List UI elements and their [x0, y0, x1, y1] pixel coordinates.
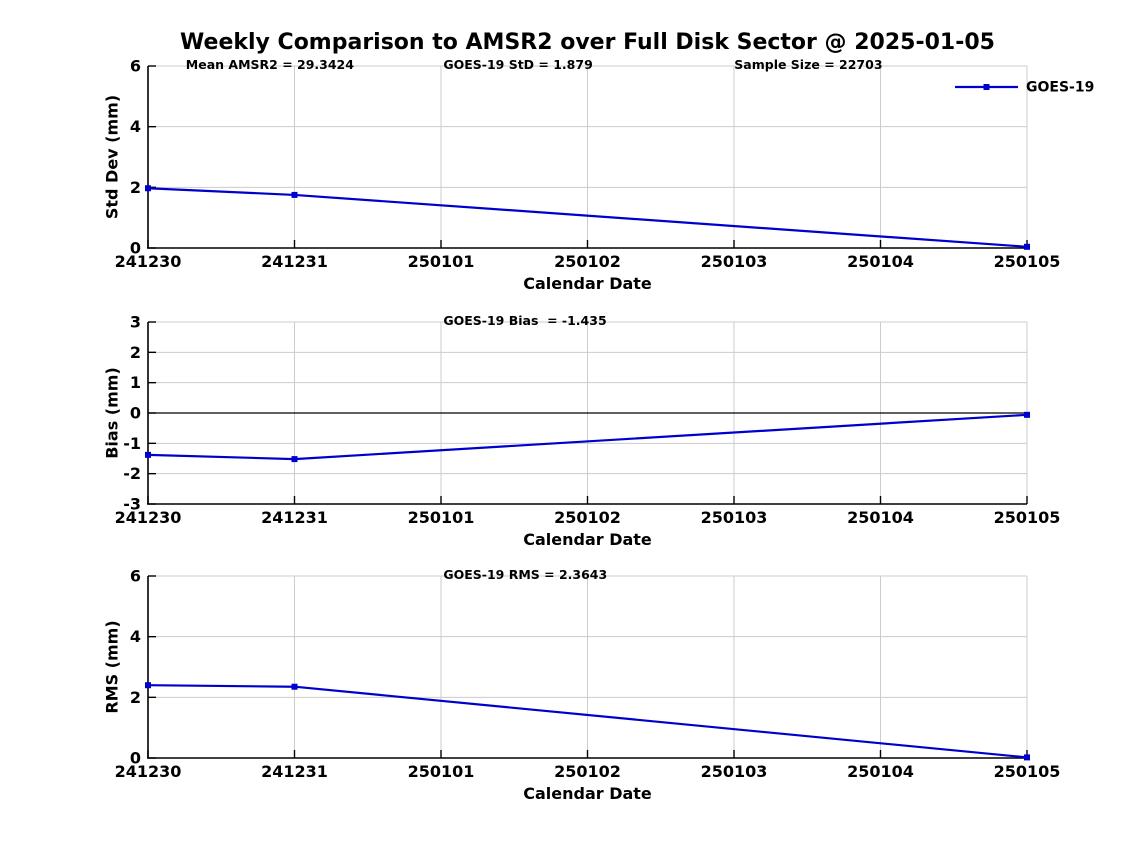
y-tick-label: 4: [130, 627, 141, 646]
x-tick-label: 241230: [115, 508, 182, 527]
legend-label: GOES-19: [1026, 80, 1094, 96]
y-axis-label: Std Dev (mm): [103, 95, 122, 219]
y-tick-label: 0: [130, 239, 141, 258]
y-tick-label: 1: [130, 373, 141, 392]
y-tick-label: 2: [130, 688, 141, 707]
y-tick-label: 6: [130, 57, 141, 76]
data-point-marker: [145, 682, 151, 689]
annotation-text: GOES-19 StD = 1.879: [443, 57, 592, 72]
data-point-marker: [145, 451, 151, 458]
annotation-text: GOES-19 RMS = 2.3643: [443, 567, 607, 582]
x-tick-label: 250103: [701, 762, 768, 781]
x-tick-label: 250102: [554, 762, 621, 781]
subplot-rms: 241230 241231 250101 250102 250103 250104 2501…: [103, 567, 1061, 804]
x-axis-label: Calendar Date: [523, 530, 652, 549]
x-tick-label: 250104: [847, 252, 914, 271]
x-tick-label: 250101: [408, 252, 475, 271]
x-tick-label: 241230: [115, 252, 182, 271]
y-tick-label: 0: [130, 749, 141, 768]
x-tick-label: 250103: [701, 508, 768, 527]
x-tick-label: 241231: [261, 508, 328, 527]
x-tick-label: 250103: [701, 252, 768, 271]
annotation-text: Sample Size = 22703: [734, 57, 882, 72]
y-tick-label: 0: [130, 404, 141, 423]
data-point-marker: [1024, 754, 1030, 761]
x-tick-label: 241230: [115, 762, 182, 781]
x-axis-label: Calendar Date: [523, 274, 652, 293]
y-tick-label: 6: [130, 567, 141, 586]
x-tick-label: 250105: [994, 508, 1061, 527]
legend: GOES-19: [955, 80, 1094, 96]
subplot-bias: 241230 241231 250101 250102 250103 250104 2501…: [103, 313, 1061, 550]
y-tick-label: -3: [123, 495, 141, 514]
data-point-marker: [1024, 243, 1030, 250]
y-tick-label: 4: [130, 117, 141, 136]
y-tick-label: -1: [123, 434, 141, 453]
figure-title: Weekly Comparison to AMSR2 over Full Dis…: [180, 30, 995, 55]
data-point-marker: [1024, 411, 1030, 418]
y-tick-label: 2: [130, 178, 141, 197]
x-tick-label: 250105: [994, 252, 1061, 271]
x-axis-label: Calendar Date: [523, 784, 652, 803]
x-tick-label: 250101: [408, 508, 475, 527]
x-tick-label: 250104: [847, 762, 914, 781]
data-point-marker: [291, 191, 298, 198]
x-tick-label: 250101: [408, 762, 475, 781]
x-tick-label: 250105: [994, 762, 1061, 781]
annotation-text: GOES-19 Bias = -1.435: [443, 313, 606, 328]
x-tick-label: 250104: [847, 508, 914, 527]
y-axis-label: Bias (mm): [103, 367, 122, 459]
x-tick-label: 241231: [261, 762, 328, 781]
legend-marker: [983, 84, 990, 90]
y-tick-label: 3: [130, 313, 141, 332]
data-point-marker: [145, 185, 151, 192]
y-tick-label: -2: [123, 464, 141, 483]
x-tick-label: 250102: [554, 508, 621, 527]
x-tick-label: 250102: [554, 252, 621, 271]
x-tick-label: 241231: [261, 252, 328, 271]
data-point-marker: [291, 683, 298, 690]
data-point-marker: [291, 456, 298, 463]
subplot-std-dev: 241230 241231 250101 250102 250103 250104 2501…: [103, 57, 1095, 294]
annotation-text: Mean AMSR2 = 29.3424: [186, 57, 354, 72]
y-tick-label: 2: [130, 343, 141, 362]
y-axis-label: RMS (mm): [103, 620, 122, 713]
